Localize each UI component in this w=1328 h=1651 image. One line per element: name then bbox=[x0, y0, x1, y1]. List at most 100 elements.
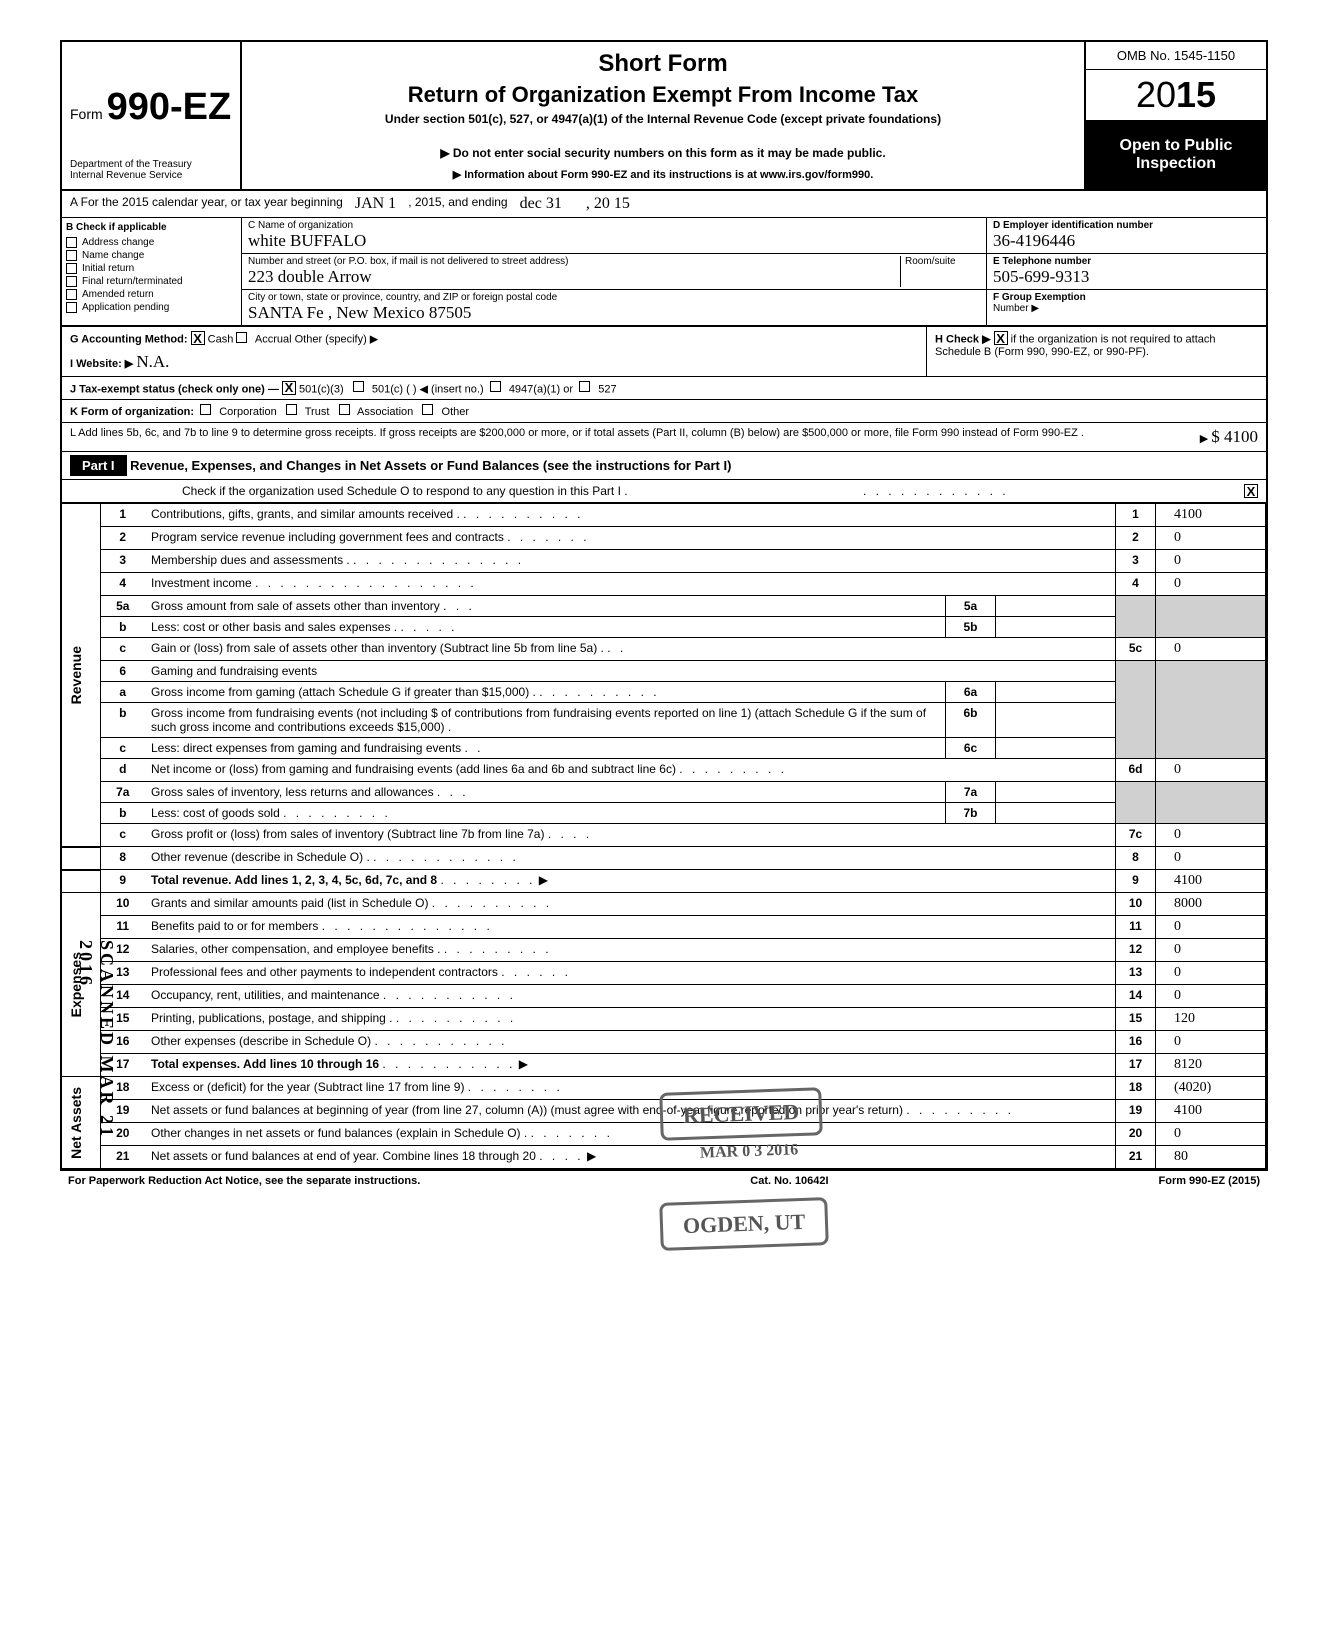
form-id-cell: Form 990-EZ Department of the Treasury I… bbox=[62, 42, 242, 189]
right-header: OMB No. 1545-1150 2015 Open to Public In… bbox=[1086, 42, 1266, 189]
info-block: B Check if applicable Address change Nam… bbox=[62, 218, 1266, 327]
cb-assoc[interactable] bbox=[339, 404, 350, 415]
form-prefix: Form bbox=[70, 106, 103, 122]
cb-address[interactable] bbox=[66, 237, 77, 248]
part1-header: Part I Revenue, Expenses, and Changes in… bbox=[62, 452, 1266, 480]
ein-value: 36-4196446 bbox=[993, 231, 1260, 251]
cb-amended[interactable] bbox=[66, 289, 77, 300]
part1-title: Revenue, Expenses, and Changes in Net As… bbox=[130, 458, 731, 473]
val-3: 0 bbox=[1156, 550, 1266, 573]
cb-other[interactable] bbox=[422, 404, 433, 415]
return-title: Return of Organization Exempt From Incom… bbox=[250, 82, 1076, 108]
footer-left: For Paperwork Reduction Act Notice, see … bbox=[68, 1175, 420, 1187]
footer-mid: Cat. No. 10642I bbox=[750, 1175, 828, 1187]
col-right: D Employer identification number 36-4196… bbox=[986, 218, 1266, 325]
tax-year: 2015 bbox=[1086, 70, 1266, 121]
footer-right: Form 990-EZ (2015) bbox=[1159, 1175, 1260, 1187]
name-label: C Name of organization bbox=[248, 220, 980, 231]
open-public: Open to Public Inspection bbox=[1086, 121, 1266, 189]
cb-sched-o[interactable]: X bbox=[1244, 484, 1258, 498]
dept-irs: Internal Revenue Service bbox=[70, 170, 232, 181]
website-val: N.A. bbox=[136, 352, 169, 371]
cb-h-check[interactable]: X bbox=[994, 331, 1008, 345]
cb-501c[interactable] bbox=[353, 381, 364, 392]
k-row: K Form of organization: Corporation Trus… bbox=[62, 400, 1266, 423]
short-form-title: Short Form bbox=[250, 50, 1076, 78]
cb-accrual[interactable] bbox=[236, 332, 247, 343]
scanned-stamp: SCANNED MAR 21 2016 bbox=[75, 940, 117, 1191]
val-15: 120 bbox=[1156, 1008, 1266, 1031]
ein-label: D Employer identification number bbox=[993, 220, 1260, 231]
period-end: dec 31 bbox=[520, 195, 562, 213]
val-17: 8120 bbox=[1156, 1054, 1266, 1077]
cb-4947[interactable] bbox=[490, 381, 501, 392]
revenue-label: Revenue bbox=[68, 646, 84, 704]
val-20: 0 bbox=[1156, 1123, 1266, 1146]
phone-value: 505-699-9313 bbox=[993, 267, 1260, 287]
val-11: 0 bbox=[1156, 916, 1266, 939]
cb-initial[interactable] bbox=[66, 263, 77, 274]
period-end-year: , 20 15 bbox=[586, 195, 630, 213]
cb-trust[interactable] bbox=[286, 404, 297, 415]
cb-corp[interactable] bbox=[200, 404, 211, 415]
addr-label: Number and street (or P.O. box, if mail … bbox=[248, 256, 900, 267]
org-address: 223 double Arrow bbox=[248, 267, 900, 287]
val-5c: 0 bbox=[1156, 638, 1266, 661]
col-c: C Name of organization white BUFFALO Num… bbox=[242, 218, 986, 325]
org-name: white BUFFALO bbox=[248, 231, 980, 251]
h-label: H Check ▶ bbox=[935, 334, 991, 346]
form-990ez: Form 990-EZ Department of the Treasury I… bbox=[60, 40, 1268, 1171]
schedule-o-check: Check if the organization used Schedule … bbox=[62, 480, 1266, 503]
cb-pending[interactable] bbox=[66, 302, 77, 313]
l-text: L Add lines 5b, 6c, and 7b to line 9 to … bbox=[70, 427, 1180, 447]
val-8: 0 bbox=[1156, 847, 1266, 870]
dept-treasury: Department of the Treasury bbox=[70, 159, 232, 170]
header: Form 990-EZ Department of the Treasury I… bbox=[62, 42, 1266, 191]
info-link: ▶ Information about Form 990-EZ and its … bbox=[250, 168, 1076, 181]
i-label: I Website: ▶ bbox=[70, 358, 133, 370]
val-1: 4100 bbox=[1156, 504, 1266, 527]
l-row: L Add lines 5b, 6c, and 7b to line 9 to … bbox=[62, 423, 1266, 452]
city-label: City or town, state or province, country… bbox=[248, 292, 980, 303]
l-value: $ 4100 bbox=[1211, 427, 1258, 446]
omb-number: OMB No. 1545-1150 bbox=[1086, 42, 1266, 70]
group-exempt-label2: Number ▶ bbox=[993, 303, 1260, 314]
title-cell: Short Form Return of Organization Exempt… bbox=[242, 42, 1086, 189]
form-number: 990-EZ bbox=[107, 86, 232, 128]
cb-name[interactable] bbox=[66, 250, 77, 261]
val-10: 8000 bbox=[1156, 893, 1266, 916]
col-b: B Check if applicable Address change Nam… bbox=[62, 218, 242, 325]
val-2: 0 bbox=[1156, 527, 1266, 550]
val-7c: 0 bbox=[1156, 824, 1266, 847]
subtitle: Under section 501(c), 527, or 4947(a)(1)… bbox=[250, 112, 1076, 126]
val-12: 0 bbox=[1156, 939, 1266, 962]
j-row: J Tax-exempt status (check only one) — X… bbox=[62, 377, 1266, 401]
cb-cash[interactable]: X bbox=[191, 331, 205, 345]
val-13: 0 bbox=[1156, 962, 1266, 985]
cb-501c3[interactable]: X bbox=[282, 381, 296, 395]
row-a-period: A For the 2015 calendar year, or tax yea… bbox=[62, 191, 1266, 218]
val-14: 0 bbox=[1156, 985, 1266, 1008]
group-exempt-label: F Group Exemption bbox=[993, 292, 1260, 303]
label-mid: , 2015, and ending bbox=[408, 195, 507, 213]
footer: For Paperwork Reduction Act Notice, see … bbox=[60, 1171, 1268, 1191]
val-18: (4020) bbox=[1156, 1077, 1266, 1100]
period-begin: JAN 1 bbox=[355, 195, 396, 213]
cb-final[interactable] bbox=[66, 276, 77, 287]
ogden-stamp: OGDEN, UT bbox=[659, 1197, 829, 1251]
val-16: 0 bbox=[1156, 1031, 1266, 1054]
part1-label: Part I bbox=[70, 455, 127, 476]
cb-527[interactable] bbox=[579, 381, 590, 392]
org-city: SANTA Fe , New Mexico 87505 bbox=[248, 303, 980, 323]
val-6d: 0 bbox=[1156, 759, 1266, 782]
ssn-notice: ▶ Do not enter social security numbers o… bbox=[250, 146, 1076, 160]
ghi-section: G Accounting Method: X Cash Accrual Othe… bbox=[62, 327, 1266, 377]
val-4: 0 bbox=[1156, 573, 1266, 596]
val-21: 80 bbox=[1156, 1146, 1266, 1169]
room-label: Room/suite bbox=[905, 256, 980, 267]
phone-label: E Telephone number bbox=[993, 256, 1260, 267]
label-a: A For the 2015 calendar year, or tax yea… bbox=[70, 195, 343, 213]
g-label: G Accounting Method: bbox=[70, 334, 188, 346]
val-19: 4100 bbox=[1156, 1100, 1266, 1123]
col-b-header: B Check if applicable bbox=[66, 222, 237, 233]
